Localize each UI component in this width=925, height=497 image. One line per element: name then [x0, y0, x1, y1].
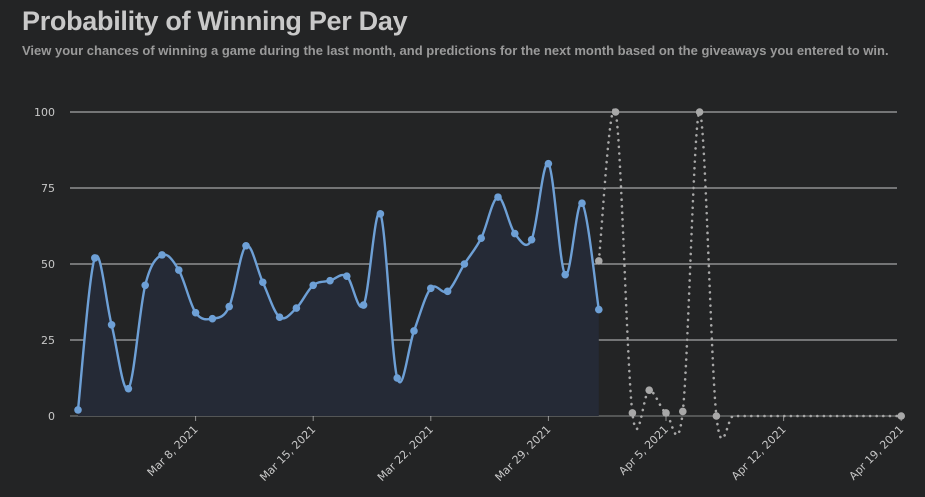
x-tick-label: Mar 15, 2021	[257, 423, 318, 484]
prediction-data-point[interactable]	[695, 108, 704, 116]
actual-data-point[interactable]	[158, 251, 166, 259]
actual-data-point[interactable]	[511, 229, 519, 238]
actual-data-point[interactable]	[561, 270, 569, 279]
y-tick-label: 100	[34, 106, 55, 119]
x-tick-label: Mar 8, 2021	[145, 423, 201, 479]
chart-subtitle: View your chances of winning a game duri…	[22, 43, 889, 58]
prediction-data-point[interactable]	[645, 386, 653, 394]
actual-data-point[interactable]	[527, 235, 536, 244]
actual-data-point[interactable]	[225, 302, 233, 311]
x-tick-label: Mar 22, 2021	[375, 423, 436, 484]
actual-data-point[interactable]	[393, 374, 402, 382]
prediction-data-point[interactable]	[595, 257, 603, 265]
actual-data-point[interactable]	[242, 241, 250, 250]
actual-data-point[interactable]	[376, 210, 385, 218]
actual-data-point[interactable]	[326, 276, 334, 285]
prediction-data-point[interactable]	[679, 407, 687, 416]
actual-data-point[interactable]	[141, 281, 149, 290]
actual-data-point[interactable]	[208, 314, 217, 323]
actual-data-point[interactable]	[443, 287, 452, 296]
x-axis-ticks: Mar 8, 2021 Mar 15, 2021 Mar 22, 2021 Mar 2…	[145, 416, 907, 484]
prediction-data-point[interactable]	[712, 412, 721, 420]
prediction-series-line	[597, 107, 903, 440]
actual-series-area	[78, 163, 599, 416]
actual-data-point[interactable]	[107, 321, 116, 329]
actual-data-point[interactable]	[410, 327, 418, 335]
chart-title: Probability of Winning Per Day	[22, 6, 408, 36]
y-tick-label: 25	[41, 334, 55, 347]
actual-data-point[interactable]	[477, 234, 486, 242]
y-axis-ticks: 0 25 50 75 100	[34, 106, 55, 423]
y-tick-label: 50	[41, 258, 55, 271]
actual-data-point[interactable]	[460, 260, 469, 268]
prediction-data-point[interactable]	[897, 412, 905, 420]
actual-data-point[interactable]	[427, 284, 435, 293]
actual-series	[74, 159, 603, 416]
chart-series	[74, 107, 905, 440]
actual-data-point[interactable]	[259, 278, 267, 287]
actual-data-point[interactable]	[191, 308, 200, 317]
actual-data-point[interactable]	[275, 313, 284, 322]
prediction-data-point[interactable]	[611, 108, 620, 116]
actual-data-point[interactable]	[74, 406, 82, 414]
actual-data-point[interactable]	[359, 301, 368, 309]
x-tick-label: Mar 29, 2021	[493, 423, 554, 484]
actual-data-point[interactable]	[175, 266, 183, 274]
actual-data-point[interactable]	[124, 384, 133, 393]
x-tick-label: Apr 12, 2021	[729, 423, 789, 483]
actual-data-point[interactable]	[494, 193, 502, 201]
actual-data-point[interactable]	[91, 254, 99, 262]
prediction-data-point[interactable]	[662, 409, 670, 417]
actual-data-point[interactable]	[544, 159, 553, 168]
actual-data-point[interactable]	[578, 199, 586, 207]
actual-data-point[interactable]	[309, 281, 318, 290]
prediction-series	[595, 107, 905, 440]
x-tick-label: Apr 5, 2021	[616, 423, 671, 478]
actual-data-point[interactable]	[292, 304, 301, 312]
actual-data-point[interactable]	[343, 272, 351, 280]
y-tick-label: 0	[48, 410, 55, 423]
y-tick-label: 75	[41, 182, 55, 195]
x-tick-label: Apr 19, 2021	[847, 423, 907, 483]
prediction-data-point[interactable]	[628, 409, 637, 417]
actual-data-point[interactable]	[595, 305, 603, 314]
